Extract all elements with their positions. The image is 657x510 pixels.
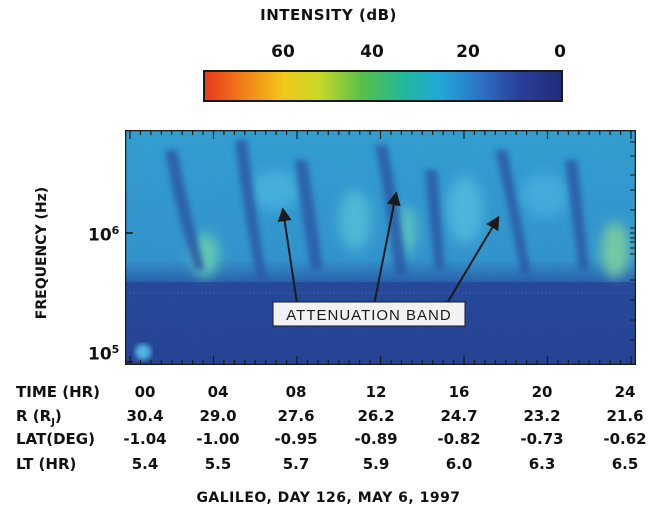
table-cell-r1-c2: 27.6 — [277, 407, 315, 425]
colorbar-tick-60: 60 — [271, 42, 295, 62]
ytick-1e5: 105 — [88, 343, 119, 365]
ytick-1e6: 106 — [88, 224, 119, 246]
ytick-1e6-exp: 6 — [111, 224, 120, 237]
table-cell-r1-c0: 30.4 — [126, 407, 164, 425]
table-cell-r0-c0: 00 — [134, 383, 156, 401]
row-label-text-3: LT (HR) — [16, 455, 77, 473]
arrow-right — [442, 215, 500, 311]
annotation-arrows — [277, 191, 500, 311]
row-label-1: R (RJ) — [16, 407, 62, 428]
row-label-sub-1: J — [51, 417, 55, 428]
table-cell-r1-c6: 21.6 — [606, 407, 644, 425]
table-cell-r0-c5: 20 — [531, 383, 553, 401]
annotation-box — [272, 301, 466, 327]
table-cell-r3-c0: 5.4 — [131, 455, 159, 473]
table-cell-r0-c4: 16 — [448, 383, 470, 401]
table-cell-r1-c4: 24.7 — [440, 407, 478, 425]
table-cell-r2-c0: -1.04 — [123, 430, 167, 448]
table-cell-r2-c1: -1.00 — [196, 430, 240, 448]
row-label-0: TIME (HR) — [16, 383, 100, 401]
table-cell-r2-c6: -0.62 — [603, 430, 647, 448]
table-cell-r2-c3: -0.89 — [354, 430, 398, 448]
caption: GALILEO, DAY 126, MAY 6, 1997 — [196, 490, 461, 506]
bottom-axis-ticks — [129, 356, 632, 365]
arrow-left — [277, 207, 299, 311]
table-cell-r0-c3: 12 — [365, 383, 387, 401]
row-label-text-0: TIME (HR) — [16, 383, 101, 401]
colorbar-title: INTENSITY (dB) — [260, 6, 397, 24]
table-cell-r0-c6: 24 — [614, 383, 636, 401]
spectrogram-plot: ATTENUATION BAND — [125, 130, 636, 365]
row-label-end-1: ) — [54, 407, 62, 425]
y-axis-title: FREQUENCY (Hz) — [34, 186, 50, 320]
table-cell-r0-c2: 08 — [285, 383, 307, 401]
table-cell-r2-c2: -0.95 — [274, 430, 318, 448]
table-cell-r2-c5: -0.73 — [520, 430, 564, 448]
low-freq-spot — [135, 344, 151, 360]
top-axis-ticks — [129, 130, 632, 139]
row-label-3: LT (HR) — [16, 455, 76, 473]
colorbar-tick-40: 40 — [360, 42, 384, 62]
right-axis-ticks — [630, 141, 636, 341]
table-cell-r3-c6: 6.5 — [611, 455, 639, 473]
table-cell-r3-c1: 5.5 — [204, 455, 232, 473]
colorbar-tick-0: 0 — [554, 42, 566, 62]
table-cell-r3-c5: 6.3 — [528, 455, 556, 473]
ytick-1e5-exp: 5 — [111, 343, 120, 356]
table-cell-r3-c2: 5.7 — [282, 455, 310, 473]
y-axis-title-wrap: FREQUENCY (Hz) — [22, 178, 62, 328]
row-label-2: LAT(DEG) — [16, 430, 95, 448]
annotation-label: ATTENUATION BAND — [286, 307, 451, 324]
table-cell-r2-c4: -0.82 — [437, 430, 481, 448]
ytick-1e6-base: 10 — [88, 225, 112, 246]
row-label-text-2: LAT(DEG) — [16, 430, 95, 448]
table-cell-r3-c4: 6.0 — [445, 455, 473, 473]
colorbar — [203, 70, 563, 102]
colorbar-tick-20: 20 — [456, 42, 480, 62]
table-cell-r1-c3: 26.2 — [357, 407, 395, 425]
table-cell-r1-c1: 29.0 — [199, 407, 237, 425]
table-cell-r0-c1: 04 — [207, 383, 229, 401]
row-label-text-1: R (R — [16, 407, 52, 425]
arrow-middle — [372, 191, 401, 311]
table-cell-r3-c3: 5.9 — [362, 455, 390, 473]
ytick-1e5-base: 10 — [88, 344, 112, 365]
table-cell-r1-c5: 23.2 — [523, 407, 561, 425]
